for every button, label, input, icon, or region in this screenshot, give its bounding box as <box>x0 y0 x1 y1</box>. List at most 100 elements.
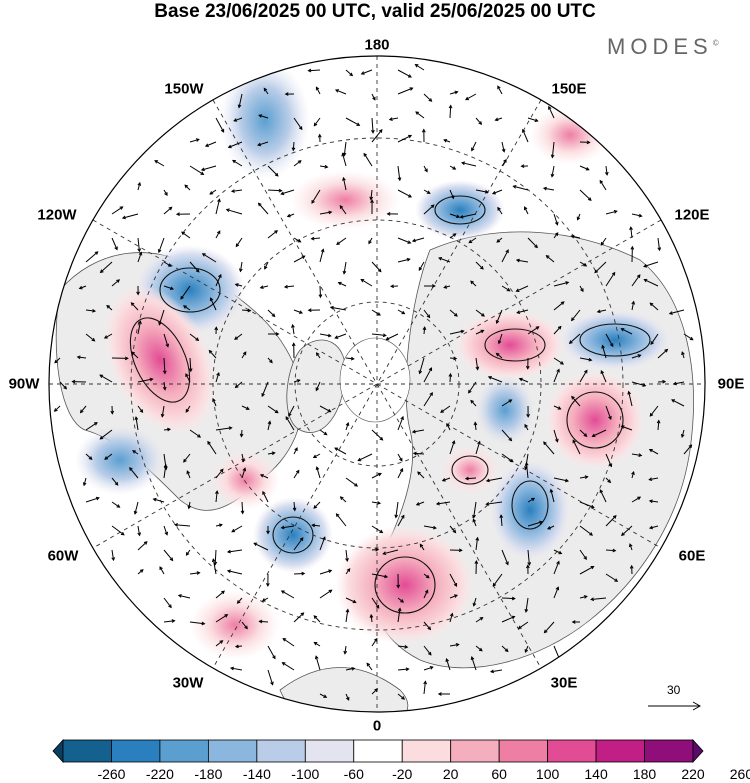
wind-arrow <box>122 213 139 219</box>
wind-arrow-head <box>297 160 302 164</box>
wind-arrow-head <box>274 409 279 414</box>
wind-arrow <box>319 537 326 551</box>
wind-arrow-head <box>594 269 599 274</box>
wind-arrow-head <box>371 129 375 134</box>
wind-arrow <box>518 621 529 629</box>
lon-label-150w: 150W <box>164 80 204 98</box>
colorbar-tick-label: -140 <box>242 766 271 782</box>
wind-arrow <box>336 237 347 245</box>
wind-arrow-head <box>374 637 378 642</box>
wind-arrow <box>111 237 118 250</box>
wind-arrow <box>423 621 431 630</box>
wind-arrow-head <box>368 240 372 245</box>
wind-arrow-head <box>412 451 417 456</box>
anomaly-high-sw <box>190 590 280 660</box>
wind-arrow-head <box>509 458 514 463</box>
wind-arrow-head <box>291 147 296 152</box>
wind-arrow <box>423 189 431 194</box>
wind-arrow-head <box>620 328 625 332</box>
wind-arrow <box>99 429 113 440</box>
wind-arrow <box>643 261 659 268</box>
wind-arrow-head <box>345 422 350 427</box>
wind-arrow <box>183 453 191 463</box>
wind-arrow <box>446 658 451 671</box>
wind-arrow <box>525 597 529 612</box>
wind-arrow <box>605 549 616 552</box>
wind-arrow-head <box>508 437 513 442</box>
wind-arrow-head <box>511 596 516 601</box>
wind-arrow-head <box>310 236 315 241</box>
wind-arrow-head <box>614 578 619 582</box>
wind-arrow-head <box>99 374 104 379</box>
anomaly-low-hudson <box>75 425 165 495</box>
wind-arrow <box>342 177 347 191</box>
wind-arrow <box>395 501 399 518</box>
wind-arrow <box>423 327 426 335</box>
wind-arrow-head <box>440 409 444 413</box>
wind-arrow <box>154 160 165 167</box>
colorbar-tick-label: 60 <box>491 766 507 782</box>
wind-arrow <box>599 180 607 191</box>
wind-arrow-head <box>177 594 182 598</box>
wind-arrow <box>189 357 192 372</box>
wind-arrow-head <box>114 246 118 251</box>
wind-arrow <box>657 349 668 359</box>
wind-arrow <box>371 688 378 695</box>
wind-arrow-head <box>185 552 190 556</box>
wind-arrow-head <box>183 458 187 463</box>
wind-arrow <box>553 232 559 239</box>
wind-arrow <box>525 462 529 479</box>
wind-arrow <box>208 350 217 359</box>
wind-arrow <box>257 141 269 146</box>
wind-arrow-head <box>181 231 185 236</box>
wind-arrow-head <box>258 619 263 624</box>
wind-arrow <box>158 237 165 253</box>
wind-arrow <box>438 257 451 263</box>
wind-arrow <box>671 399 685 407</box>
wind-arrow <box>669 309 685 315</box>
wind-arrow <box>553 357 564 365</box>
wind-arrow-head <box>662 379 667 384</box>
wind-arrow <box>371 638 378 647</box>
colorbar-tick-label: 100 <box>535 766 560 782</box>
wind-arrow-head <box>478 121 483 126</box>
wind-arrow <box>605 405 612 420</box>
wind-arrow <box>214 549 217 565</box>
wind-arrow <box>436 501 451 505</box>
wind-arrow-head <box>375 547 380 552</box>
wind-arrow <box>241 468 246 479</box>
wind-arrow-head <box>531 497 536 502</box>
wind-arrow-head <box>560 301 565 305</box>
wind-arrow-head <box>133 510 138 515</box>
wind-arrow-head <box>327 333 332 338</box>
wind-arrow-head <box>448 372 453 377</box>
wind-arrow <box>673 381 685 385</box>
wind-arrow-head <box>556 368 560 373</box>
wind-arrow-head <box>497 206 501 211</box>
wind-arrow-head <box>504 648 509 653</box>
wind-arrow <box>449 525 456 533</box>
wind-arrow <box>553 405 561 410</box>
wind-arrow <box>461 162 477 167</box>
map-boundary <box>48 55 706 713</box>
wind-arrow-head <box>524 461 529 466</box>
wind-arrow-head <box>525 564 530 569</box>
wind-arrow <box>449 105 452 119</box>
wind-arrow-head <box>475 536 480 541</box>
wind-arrow-head <box>131 351 135 356</box>
colorbar-segment <box>256 739 306 763</box>
wind-arrow-head <box>95 496 100 501</box>
wind-arrow <box>657 420 660 431</box>
wind-arrow-head <box>409 87 414 91</box>
wind-arrow-head <box>82 482 87 487</box>
wind-arrow <box>186 470 191 479</box>
colorbar-segment <box>159 739 209 763</box>
wind-arrow <box>239 261 243 272</box>
wind-arrow <box>527 326 539 335</box>
wind-arrow-head <box>218 273 222 278</box>
wind-arrow-head <box>571 620 576 624</box>
wind-arrow <box>83 477 87 486</box>
wind-arrow-head <box>298 310 304 314</box>
colorbar-tick-label: 140 <box>584 766 608 782</box>
